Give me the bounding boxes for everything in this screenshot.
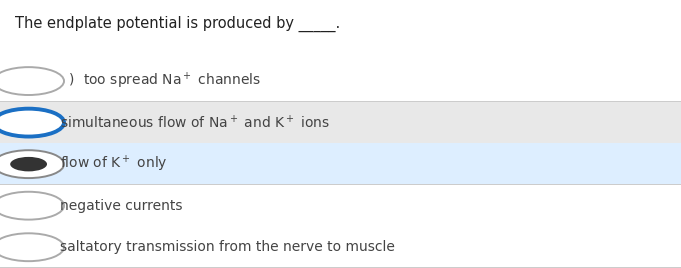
Bar bbox=[0, 184, 681, 185]
Text: The endplate potential is produced by _____.: The endplate potential is produced by __… bbox=[15, 16, 340, 32]
Bar bbox=[0, 60, 681, 102]
Text: negative currents: negative currents bbox=[60, 199, 183, 213]
Bar bbox=[0, 101, 681, 102]
Text: )  too spread Na$^+$ channels: ) too spread Na$^+$ channels bbox=[60, 71, 261, 91]
Circle shape bbox=[0, 109, 64, 137]
Circle shape bbox=[0, 150, 64, 178]
Circle shape bbox=[0, 67, 64, 95]
Bar bbox=[0, 267, 681, 268]
Circle shape bbox=[0, 192, 64, 220]
Bar bbox=[0, 143, 681, 185]
Bar bbox=[0, 226, 681, 268]
Circle shape bbox=[0, 233, 64, 261]
Bar bbox=[0, 185, 681, 226]
Circle shape bbox=[10, 157, 47, 172]
Text: saltatory transmission from the nerve to muscle: saltatory transmission from the nerve to… bbox=[60, 240, 395, 254]
Text: flow of K$^+$ only: flow of K$^+$ only bbox=[60, 154, 168, 174]
Bar bbox=[0, 102, 681, 143]
Text: simultaneous flow of Na$^+$ and K$^+$ ions: simultaneous flow of Na$^+$ and K$^+$ io… bbox=[60, 114, 330, 131]
